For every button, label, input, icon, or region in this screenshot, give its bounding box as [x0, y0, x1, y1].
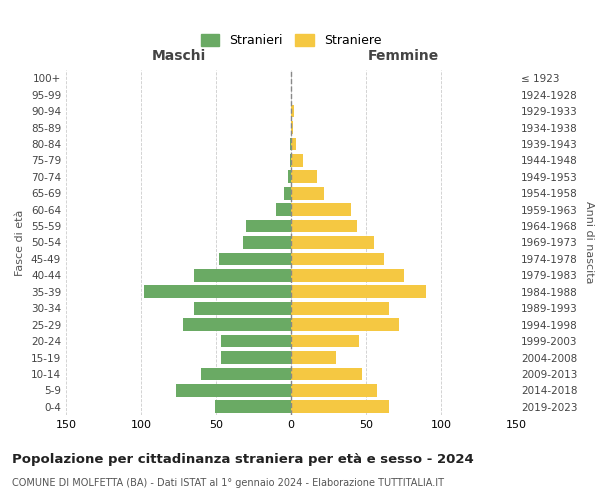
Bar — [246, 220, 291, 232]
Bar — [215, 400, 291, 413]
Bar — [290, 138, 291, 150]
Bar — [291, 203, 351, 216]
Bar — [291, 170, 317, 183]
Bar — [291, 252, 384, 266]
Bar — [291, 286, 426, 298]
Bar — [176, 384, 291, 397]
Bar — [193, 269, 291, 282]
Bar — [221, 334, 291, 347]
Y-axis label: Fasce di età: Fasce di età — [16, 210, 25, 276]
Bar — [290, 154, 291, 167]
Bar — [144, 286, 291, 298]
Bar — [221, 351, 291, 364]
Bar — [276, 203, 291, 216]
Text: Maschi: Maschi — [151, 49, 206, 63]
Y-axis label: Anni di nascita: Anni di nascita — [584, 201, 594, 284]
Bar — [284, 187, 291, 200]
Bar — [288, 170, 291, 183]
Bar — [291, 187, 324, 200]
Bar — [291, 351, 336, 364]
Bar — [291, 384, 377, 397]
Bar — [291, 121, 293, 134]
Bar — [183, 318, 291, 331]
Bar — [291, 368, 361, 380]
Bar — [291, 302, 389, 314]
Text: Popolazione per cittadinanza straniera per età e sesso - 2024: Popolazione per cittadinanza straniera p… — [12, 452, 474, 466]
Legend: Stranieri, Straniere: Stranieri, Straniere — [194, 28, 388, 54]
Bar — [291, 334, 359, 347]
Bar — [201, 368, 291, 380]
Bar — [291, 269, 404, 282]
Bar — [219, 252, 291, 266]
Text: COMUNE DI MOLFETTA (BA) - Dati ISTAT al 1° gennaio 2024 - Elaborazione TUTTITALI: COMUNE DI MOLFETTA (BA) - Dati ISTAT al … — [12, 478, 444, 488]
Bar — [291, 220, 357, 232]
Text: Femmine: Femmine — [368, 49, 439, 63]
Bar — [291, 400, 389, 413]
Bar — [291, 154, 303, 167]
Bar — [291, 318, 399, 331]
Bar — [193, 302, 291, 314]
Bar — [291, 236, 373, 249]
Bar — [291, 104, 294, 118]
Bar — [243, 236, 291, 249]
Bar — [291, 138, 296, 150]
